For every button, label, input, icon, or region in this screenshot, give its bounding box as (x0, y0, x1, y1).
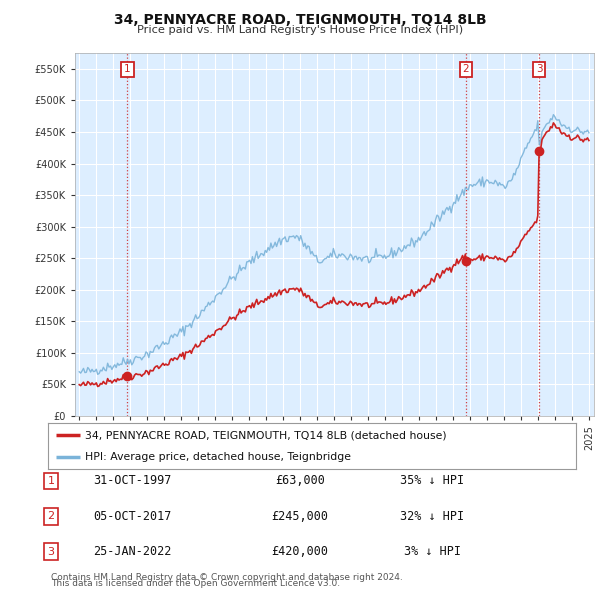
Text: £420,000: £420,000 (271, 545, 329, 558)
Text: 25-JAN-2022: 25-JAN-2022 (93, 545, 171, 558)
Text: 2: 2 (463, 64, 469, 74)
Text: 32% ↓ HPI: 32% ↓ HPI (400, 510, 464, 523)
Text: 3% ↓ HPI: 3% ↓ HPI (404, 545, 461, 558)
Text: HPI: Average price, detached house, Teignbridge: HPI: Average price, detached house, Teig… (85, 451, 351, 461)
Text: 31-OCT-1997: 31-OCT-1997 (93, 474, 171, 487)
Text: 3: 3 (47, 547, 55, 556)
Text: £245,000: £245,000 (271, 510, 329, 523)
Text: 34, PENNYACRE ROAD, TEIGNMOUTH, TQ14 8LB (detached house): 34, PENNYACRE ROAD, TEIGNMOUTH, TQ14 8LB… (85, 431, 446, 441)
Text: 35% ↓ HPI: 35% ↓ HPI (400, 474, 464, 487)
Text: This data is licensed under the Open Government Licence v3.0.: This data is licensed under the Open Gov… (51, 579, 340, 588)
Text: 34, PENNYACRE ROAD, TEIGNMOUTH, TQ14 8LB: 34, PENNYACRE ROAD, TEIGNMOUTH, TQ14 8LB (113, 13, 487, 27)
Text: Price paid vs. HM Land Registry's House Price Index (HPI): Price paid vs. HM Land Registry's House … (137, 25, 463, 35)
Text: £63,000: £63,000 (275, 474, 325, 487)
Text: 1: 1 (47, 476, 55, 486)
Text: 3: 3 (536, 64, 542, 74)
Text: 1: 1 (124, 64, 131, 74)
Text: Contains HM Land Registry data © Crown copyright and database right 2024.: Contains HM Land Registry data © Crown c… (51, 573, 403, 582)
Text: 2: 2 (47, 512, 55, 521)
Text: 05-OCT-2017: 05-OCT-2017 (93, 510, 171, 523)
